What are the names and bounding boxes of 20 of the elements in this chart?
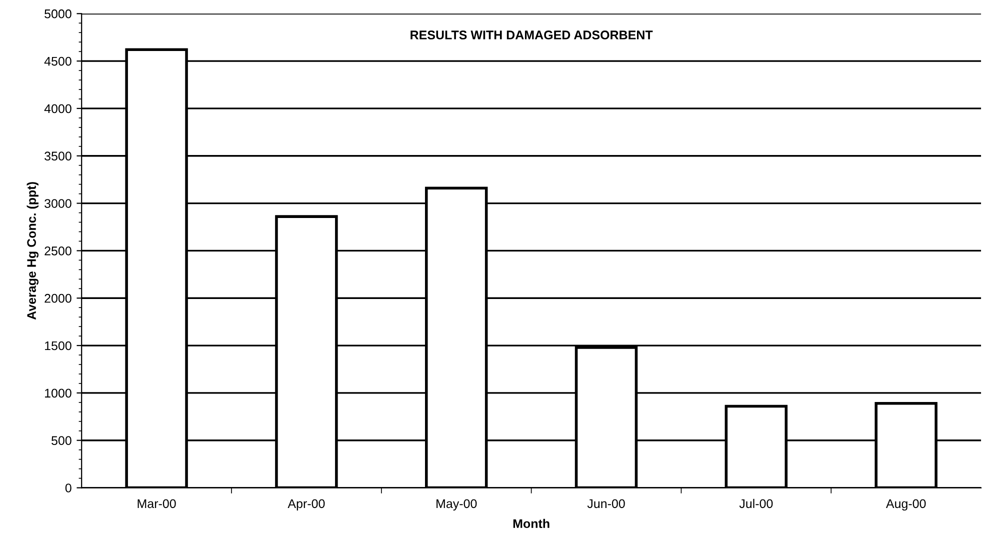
y-tick-label: 2000 (44, 294, 72, 303)
text: RESULTS WITH DAMAGED ADSORBENT (410, 30, 653, 40)
x-tick-label: Jul-00 (739, 498, 773, 508)
x-tick-label: Apr-00 (288, 499, 325, 511)
x-tick-label: Aug-00 (886, 499, 926, 511)
y-tick-label: 4500 (44, 56, 72, 66)
y-tick-label: 1000 (45, 388, 72, 398)
y-tick-label: 2500 (44, 246, 72, 256)
y-tick-label: 4000 (44, 104, 72, 114)
y-tick-label: 1500 (45, 341, 72, 350)
y-tick-label: 3500 (44, 152, 72, 161)
x-tick-label: Jun-00 (587, 499, 625, 508)
x-tick-label: Mar-00 (138, 499, 176, 508)
y-tick-label: 0 (65, 484, 72, 492)
x-tick-label: May-00 (436, 499, 477, 511)
y-tick-label: 5000 (44, 9, 72, 18)
x-axis-title: Month (513, 518, 550, 528)
y-tick-label: 500 (52, 436, 72, 446)
y-axis-title: Average Hg Conc. (ppt) (26, 182, 39, 320)
y-tick-label: 3000 (44, 199, 72, 208)
